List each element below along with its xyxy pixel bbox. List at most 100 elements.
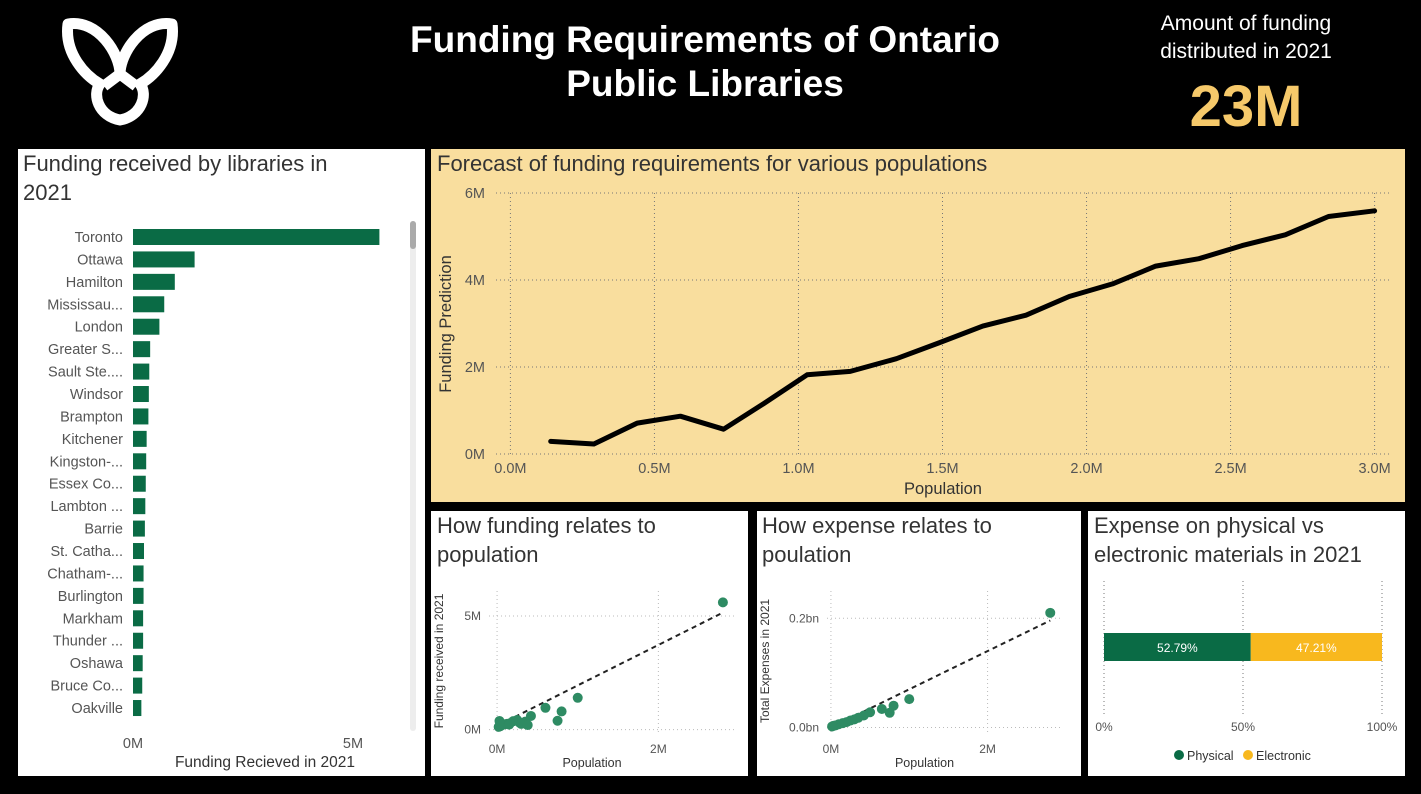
expense-vs-population-panel: How expense relates to poulation 0M 2M 0.0…	[757, 511, 1081, 776]
bar-category-label: Ottawa	[77, 252, 124, 268]
kpi-label-line-1: Amount of funding	[1160, 12, 1332, 35]
bar-x-axis-label: Funding Recieved in 2021	[175, 754, 355, 771]
forecast-y-axis-label: Funding Prediction	[437, 255, 455, 393]
stack-title-line-1: Expense on physical vs	[1094, 513, 1324, 538]
funding-scatter-chart: 0M 2M 0M 5M Population Funding received in 20…	[432, 591, 735, 770]
bar	[133, 296, 165, 313]
sc1-point	[572, 692, 583, 703]
sc1-title: How funding relates to population	[437, 511, 656, 569]
forecast-title: Forecast of funding requirements for var…	[437, 151, 988, 176]
bar	[133, 610, 144, 627]
bar-category-label: Hamilton	[66, 275, 123, 291]
bar-category-label: Markham	[63, 611, 123, 627]
bar-chart-title: Funding received by libraries in 2021	[23, 149, 328, 207]
bar-category-label: Bruce Co...	[50, 679, 123, 695]
sc1-y-tick-label: 5M	[464, 609, 481, 623]
kpi-label: Amount of funding distributed in 2021	[1128, 10, 1364, 66]
bar	[133, 700, 142, 717]
stack-data-label: 47.21%	[1296, 641, 1337, 655]
sc2-y-tick-label: 0.2bn	[789, 611, 819, 625]
sc1-x-tick-label: 2M	[650, 742, 667, 756]
bar	[133, 498, 146, 515]
sc2-x-tick-label: 2M	[979, 742, 996, 756]
sc1-point	[522, 720, 533, 731]
bar-category-label: Mississau...	[47, 297, 123, 313]
sc1-x-tick-label: 0M	[489, 742, 506, 756]
bar	[133, 677, 143, 694]
forecast-x-tick-label: 3.0M	[1358, 461, 1390, 477]
sc2-point	[827, 721, 838, 732]
bar	[133, 386, 149, 403]
stack-title-line-2: electronic materials in 2021	[1094, 542, 1362, 567]
forecast-x-tick-label: 1.5M	[926, 461, 958, 477]
bar-category-label: Sault Ste....	[48, 365, 123, 381]
stack-segment-physical	[1104, 633, 1251, 661]
bar-category-label: Thunder ...	[53, 634, 123, 650]
forecast-x-axis-label: Population	[904, 480, 982, 498]
sc1-trend-line	[498, 611, 724, 726]
bar-category-label: Oakville	[71, 701, 123, 717]
sc1-y-tick-label: 0M	[464, 723, 481, 737]
physical-vs-electronic-panel: Expense on physical vs electronic materi…	[1088, 511, 1405, 776]
forecast-x-tick-label: 0.0M	[494, 461, 526, 477]
sc1-point	[540, 702, 551, 713]
bar	[133, 587, 144, 604]
bar	[133, 229, 380, 245]
sc2-title: How expense relates to poulation	[762, 511, 992, 569]
bar-category-label: Chatham-...	[47, 566, 123, 582]
bar-category-label: London	[75, 320, 123, 336]
sc1-title-line-2: population	[437, 542, 539, 567]
bar-category-label: Kitchener	[62, 432, 123, 448]
stacked-bar-chart: 0% 50% 100% 52.79% 47.21% Physical Electronic	[1095, 581, 1398, 763]
sc2-title-line-1: How expense relates to	[762, 513, 992, 538]
bar	[133, 273, 175, 290]
bar-category-label: Greater S...	[48, 342, 123, 358]
stack-x-tick-label: 0%	[1095, 720, 1113, 734]
sc2-x-axis-label: Population	[895, 756, 954, 770]
bar	[133, 363, 150, 380]
bar	[133, 318, 160, 335]
sc1-point	[504, 719, 515, 730]
title-line-2: Public Libraries	[566, 63, 844, 104]
forecast-x-tick-label: 2.0M	[1070, 461, 1102, 477]
scrollbar-track[interactable]	[410, 221, 416, 731]
bar	[133, 453, 147, 470]
sc2-point	[876, 703, 887, 714]
bar	[133, 475, 146, 492]
forecast-x-tick-label: 2.5M	[1214, 461, 1246, 477]
bar	[133, 655, 143, 672]
forecast-x-tick-label: 1.0M	[782, 461, 814, 477]
funding-bar-chart: Toronto Ottawa Hamilton Mississau... London G…	[47, 229, 380, 771]
forecast-y-tick-label: 0M	[465, 447, 485, 463]
dashboard-title: Funding Requirements of Ontario Public L…	[340, 18, 1070, 106]
kpi-value: 23M	[1189, 74, 1303, 139]
legend-marker-physical	[1174, 750, 1184, 760]
bar-x-tick-label: 0M	[123, 736, 143, 752]
bar	[133, 430, 147, 447]
sc2-x-tick-label: 0M	[823, 742, 840, 756]
forecast-x-tick-label: 0.5M	[638, 461, 670, 477]
sc2-point	[1045, 607, 1056, 618]
sc2-y-axis-label: Total Expenses in 2021	[758, 599, 772, 723]
bar	[133, 341, 151, 358]
sc2-title-line-2: poulation	[762, 542, 852, 567]
bar-category-label: Essex Co...	[49, 477, 123, 493]
stack-title: Expense on physical vs electronic materi…	[1094, 511, 1362, 569]
bar	[133, 408, 149, 425]
legend-label-electronic: Electronic	[1256, 749, 1311, 763]
stack-x-tick-label: 100%	[1367, 720, 1398, 734]
bar	[133, 520, 145, 537]
bar-category-label: Lambton ...	[50, 499, 123, 515]
bar-category-label: Burlington	[58, 589, 123, 605]
bar	[133, 565, 144, 582]
scrollbar-thumb[interactable]	[410, 221, 416, 249]
stack-data-label: 52.79%	[1157, 641, 1198, 655]
bar-category-label: St. Catha...	[50, 544, 123, 560]
forecast-panel: Forecast of funding requirements for var…	[431, 149, 1405, 502]
sc2-y-tick-label: 0.0bn	[789, 721, 819, 735]
expense-scatter-chart: 0M 2M 0.0bn 0.2bn Population Total Expenses i…	[758, 591, 1062, 770]
ontario-trillium-logo-icon	[58, 14, 182, 126]
sc1-point	[552, 715, 563, 726]
legend-label-physical: Physical	[1187, 749, 1234, 763]
bar-category-label: Oshawa	[70, 656, 124, 672]
